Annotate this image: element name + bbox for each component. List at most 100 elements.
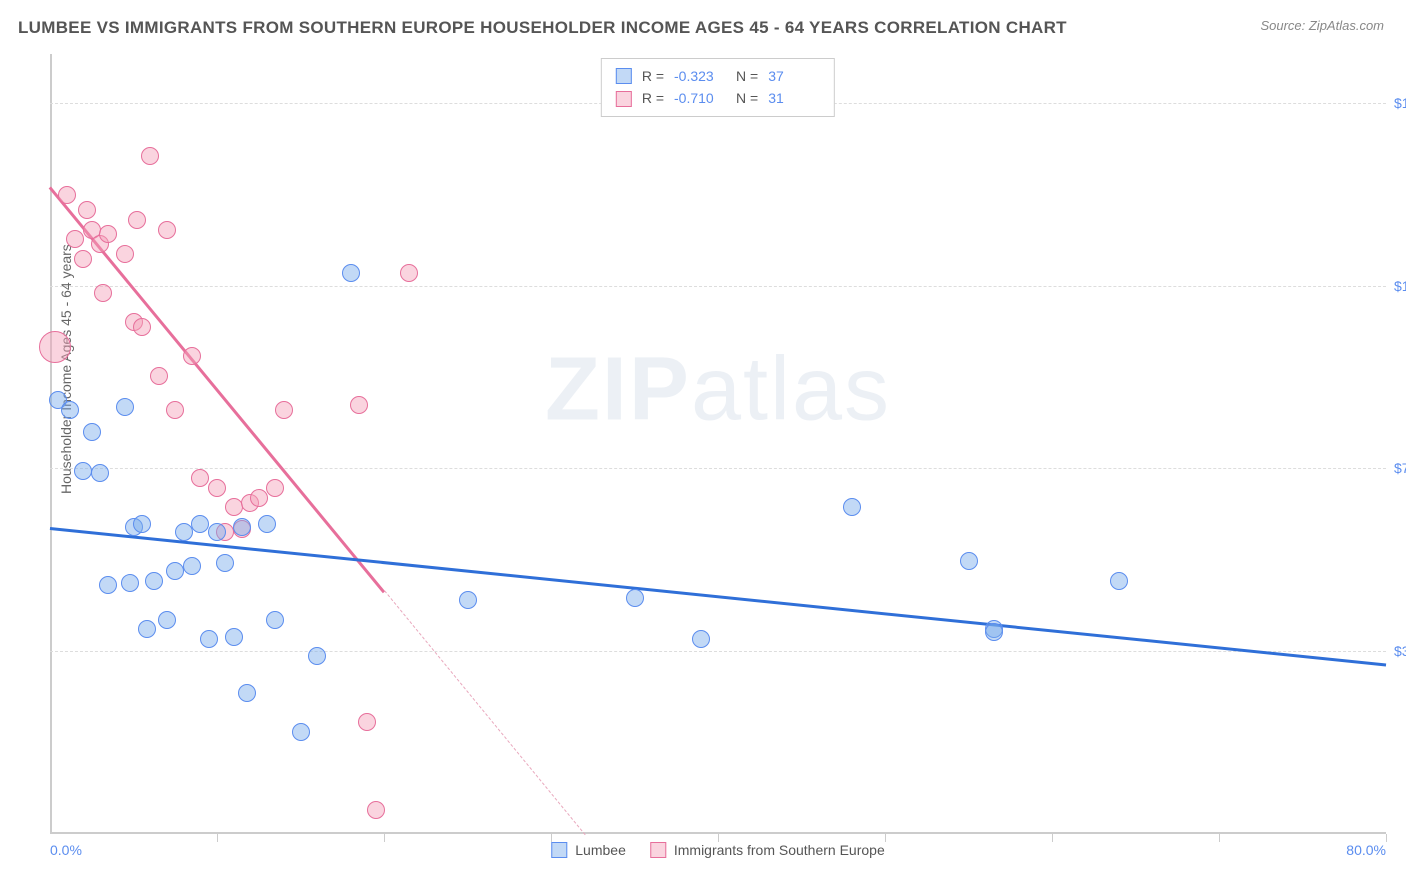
stats-row-lumbee: R = -0.323 N = 37 (616, 65, 820, 87)
data-point (250, 489, 268, 507)
data-point (208, 523, 226, 541)
legend-label: Lumbee (575, 842, 626, 858)
swatch-pink-icon (650, 842, 666, 858)
legend-label: Immigrants from Southern Europe (674, 842, 885, 858)
n-value-immigrants: 31 (768, 87, 820, 109)
data-point (225, 628, 243, 646)
data-point (39, 331, 71, 363)
gridline-h (50, 286, 1386, 287)
data-point (116, 245, 134, 263)
x-tick-mark (1052, 834, 1053, 842)
gridline-h (50, 468, 1386, 469)
data-point (116, 398, 134, 416)
data-point (216, 554, 234, 572)
chart-area: Householder Income Ages 45 - 64 years ZI… (50, 54, 1386, 854)
data-point (74, 462, 92, 480)
y-tick-label: $150,000 (1394, 95, 1406, 111)
data-point (99, 225, 117, 243)
data-point (183, 347, 201, 365)
data-point (208, 479, 226, 497)
data-point (158, 611, 176, 629)
x-tick-mark (1386, 834, 1387, 842)
data-point (141, 147, 159, 165)
chart-title: LUMBEE VS IMMIGRANTS FROM SOUTHERN EUROP… (18, 18, 1067, 38)
x-label-min: 0.0% (50, 842, 82, 858)
trend-line (383, 591, 585, 836)
r-value-lumbee: -0.323 (674, 65, 726, 87)
x-tick-mark (217, 834, 218, 842)
x-tick-mark (718, 834, 719, 842)
data-point (91, 464, 109, 482)
stats-row-immigrants: R = -0.710 N = 31 (616, 87, 820, 109)
data-point (1110, 572, 1128, 590)
x-tick-mark (1219, 834, 1220, 842)
r-label: R = (642, 87, 664, 109)
legend-item-immigrants: Immigrants from Southern Europe (650, 842, 885, 858)
data-point (400, 264, 418, 282)
data-point (292, 723, 310, 741)
data-point (66, 230, 84, 248)
data-point (166, 562, 184, 580)
data-point (960, 552, 978, 570)
data-point (183, 557, 201, 575)
data-point (133, 318, 151, 336)
data-point (200, 630, 218, 648)
y-axis-line (50, 54, 52, 834)
data-point (225, 498, 243, 516)
data-point (367, 801, 385, 819)
data-point (191, 515, 209, 533)
data-point (258, 515, 276, 533)
y-tick-label: $75,000 (1394, 460, 1406, 476)
trend-line (50, 527, 1386, 666)
data-point (166, 401, 184, 419)
data-point (358, 713, 376, 731)
plot-region: $37,500$75,000$112,500$150,0000.0%80.0% (50, 54, 1386, 854)
data-point (83, 423, 101, 441)
data-point (99, 576, 117, 594)
correlation-stats-box: R = -0.323 N = 37 R = -0.710 N = 31 (601, 58, 835, 117)
data-point (238, 684, 256, 702)
data-point (626, 589, 644, 607)
legend: Lumbee Immigrants from Southern Europe (551, 842, 884, 858)
y-tick-label: $112,500 (1394, 278, 1406, 294)
x-tick-mark (384, 834, 385, 842)
data-point (275, 401, 293, 419)
data-point (191, 469, 209, 487)
data-point (459, 591, 477, 609)
data-point (121, 574, 139, 592)
x-label-max: 80.0% (1346, 842, 1386, 858)
data-point (266, 479, 284, 497)
data-point (350, 396, 368, 414)
data-point (145, 572, 163, 590)
data-point (175, 523, 193, 541)
data-point (58, 186, 76, 204)
data-point (133, 515, 151, 533)
data-point (308, 647, 326, 665)
swatch-blue-icon (616, 68, 632, 84)
n-label: N = (736, 87, 758, 109)
swatch-pink-icon (616, 91, 632, 107)
data-point (74, 250, 92, 268)
data-point (843, 498, 861, 516)
data-point (342, 264, 360, 282)
gridline-h (50, 651, 1386, 652)
data-point (78, 201, 96, 219)
data-point (158, 221, 176, 239)
source-attribution: Source: ZipAtlas.com (1260, 18, 1384, 33)
n-label: N = (736, 65, 758, 87)
swatch-blue-icon (551, 842, 567, 858)
data-point (233, 518, 251, 536)
data-point (985, 623, 1003, 641)
n-value-lumbee: 37 (768, 65, 820, 87)
x-tick-mark (885, 834, 886, 842)
legend-item-lumbee: Lumbee (551, 842, 626, 858)
data-point (150, 367, 168, 385)
data-point (61, 401, 79, 419)
data-point (692, 630, 710, 648)
data-point (128, 211, 146, 229)
y-tick-label: $37,500 (1394, 643, 1406, 659)
data-point (94, 284, 112, 302)
data-point (138, 620, 156, 638)
data-point (266, 611, 284, 629)
r-label: R = (642, 65, 664, 87)
